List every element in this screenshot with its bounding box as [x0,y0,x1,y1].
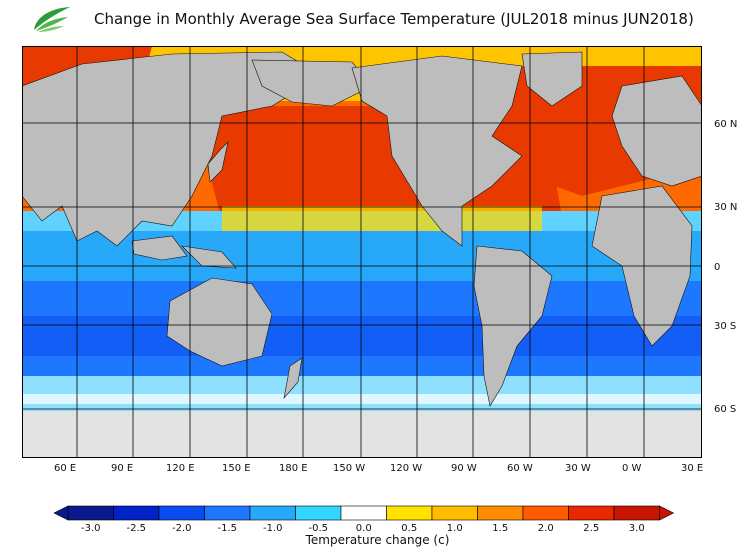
lon-label: 0 W [622,463,642,474]
colorbar-title: Temperature change (c) [305,533,450,547]
colorbar-tick-label: 1.5 [492,523,508,534]
colorbar-swatch [340,505,387,521]
colorbar-tick-label: 1.0 [447,523,463,534]
lat-label: 0 [714,262,721,273]
colorbar-tick-label: 0.0 [356,523,372,534]
colorbar-swatch [158,505,205,521]
page-title: Change in Monthly Average Sea Surface Te… [94,10,694,28]
colorbar: -3.0 -2.5 -2.0 -1.5 -1.0 -0.5 0.0 0.5 1.0 1.5 2.0 2… [0,500,755,560]
colorbar-tick-label: 0.5 [401,523,417,534]
colorbar-swatch [431,505,478,521]
colorbar-tick-label: 2.0 [538,523,554,534]
lon-label: 120 W [390,463,423,474]
lon-label: 90 E [111,463,134,474]
colorbar-tick-label: -1.0 [263,523,283,534]
lon-label: 30 W [565,463,591,474]
map-frame [22,46,702,458]
lat-label: 30 S [714,321,737,332]
colorbar-swatch [522,505,569,521]
colorbar-swatch [295,505,342,521]
colorbar-swatch [249,505,296,521]
lon-label: 30 E [681,463,704,474]
lon-label: 150 W [333,463,366,474]
colorbar-swatch [67,505,114,521]
colorbar-swatch [113,505,160,521]
colorbar-swatch [386,505,433,521]
lon-label: 150 E [222,463,251,474]
lon-label: 60 W [507,463,533,474]
colorbar-tick-label: 2.5 [583,523,599,534]
lat-lon-grid [22,46,702,458]
lat-label: 30 N [714,202,738,213]
logo [26,4,74,42]
colorbar-tick-label: -0.5 [308,523,328,534]
colorbar-swatch [204,505,251,521]
colorbar-max-arrow [659,505,675,521]
colorbar-tick-label: -3.0 [81,523,101,534]
colorbar-tick-label: -2.5 [126,523,146,534]
colorbar-swatch [568,505,615,521]
lon-label: 180 E [279,463,308,474]
sst-change-map [22,46,702,458]
lat-label: 60 S [714,404,737,415]
leaf-logo-icon [34,7,70,32]
lon-label: 60 E [54,463,77,474]
colorbar-tick-label: 3.0 [629,523,645,534]
colorbar-tick-label: -2.0 [172,523,192,534]
colorbar-min-arrow [53,505,69,521]
colorbar-swatch [477,505,524,521]
lon-label: 90 W [451,463,477,474]
antarctic-ice [22,411,702,458]
colorbar-tick-label: -1.5 [217,523,237,534]
lat-label: 60 N [714,119,738,130]
lon-label: 120 E [166,463,195,474]
colorbar-swatch [613,505,660,521]
